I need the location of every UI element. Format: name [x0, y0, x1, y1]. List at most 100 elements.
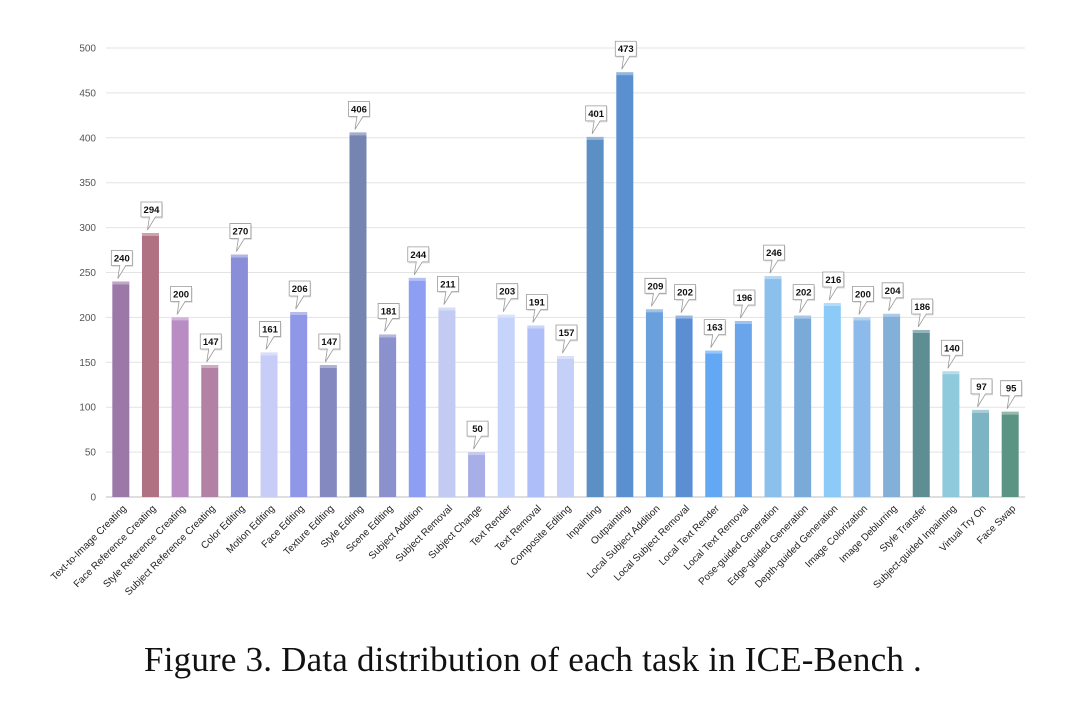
- value-callout: 157: [555, 324, 578, 354]
- callout-box: [911, 298, 934, 328]
- x-tick-label: Subject Change: [427, 503, 485, 561]
- value-label: 202: [796, 288, 812, 299]
- bar: [1001, 411, 1019, 497]
- callout-box: [763, 244, 785, 274]
- value-label: 196: [736, 293, 752, 304]
- value-callout: 270: [229, 223, 252, 252]
- bar-highlight: [645, 309, 663, 313]
- bar-highlight: [527, 325, 545, 329]
- value-callout: 240: [110, 250, 134, 279]
- bar: [734, 320, 752, 497]
- callout-box: [377, 303, 400, 332]
- bar: [260, 352, 278, 497]
- value-label: 216: [825, 275, 841, 286]
- value-callout: 50: [466, 420, 490, 450]
- value-callout: 191: [525, 294, 549, 323]
- value-label: 181: [381, 306, 398, 317]
- value-label: 204: [885, 286, 902, 297]
- bar: [379, 334, 397, 497]
- callout-box: [940, 339, 963, 369]
- figure-caption: Figure 3. Data distribution of each task…: [144, 640, 922, 679]
- y-tick-label: 300: [79, 223, 96, 234]
- bar-highlight: [675, 315, 693, 319]
- value-callout: 401: [585, 105, 608, 135]
- value-label: 50: [472, 424, 483, 435]
- value-label: 163: [707, 323, 723, 334]
- value-callout: 211: [437, 276, 460, 305]
- y-tick-label: 200: [79, 313, 96, 324]
- y-tick-label: 350: [79, 178, 96, 189]
- value-label: 161: [262, 324, 279, 335]
- bar: [883, 313, 901, 497]
- value-callout: 140: [940, 339, 964, 369]
- value-labels: 240 294 200 147 270 161 206 147 406 181 244 211 50 20…: [110, 40, 1023, 450]
- bar-highlight: [141, 232, 159, 236]
- bar: [290, 312, 308, 497]
- callout-box: [852, 286, 874, 315]
- callout-box: [822, 271, 845, 301]
- bar: [764, 276, 782, 497]
- value-label: 270: [232, 227, 248, 238]
- bar-highlight: [260, 352, 278, 356]
- bar: [112, 281, 130, 497]
- callout-box: [437, 276, 459, 305]
- value-label: 406: [351, 104, 367, 115]
- bar-highlight: [319, 364, 337, 368]
- y-tick-label: 0: [90, 493, 96, 504]
- value-callout: 200: [852, 286, 875, 315]
- y-tick-label: 150: [79, 358, 96, 369]
- value-label: 147: [321, 337, 337, 348]
- value-callout: 202: [792, 284, 816, 313]
- value-callout: 97: [970, 378, 994, 408]
- value-callout: 163: [703, 319, 727, 348]
- y-axis-tick-labels: 0 50 100 150 200 250 300 350 400 450 500: [79, 44, 96, 504]
- bar: [853, 317, 871, 497]
- callout-box: [199, 333, 222, 363]
- value-label: 200: [173, 289, 189, 300]
- value-label: 206: [292, 284, 308, 295]
- bar: [942, 371, 960, 497]
- callout-box: [288, 280, 311, 310]
- callout-box: [970, 378, 993, 408]
- bar-highlight: [112, 281, 130, 285]
- callout-box: [140, 201, 163, 231]
- value-label: 401: [588, 109, 605, 120]
- callout-box: [585, 105, 608, 135]
- value-label: 240: [114, 253, 130, 264]
- callout-box: [348, 101, 370, 130]
- bar-highlight: [883, 313, 901, 317]
- value-callout: 216: [822, 271, 845, 301]
- y-tick-label: 250: [79, 268, 96, 279]
- value-label: 97: [976, 382, 987, 393]
- value-callout: 294: [140, 201, 163, 231]
- bar-highlight: [557, 356, 574, 360]
- callout-box: [170, 286, 193, 315]
- callout-box: [644, 277, 667, 307]
- bar: [349, 132, 367, 498]
- bar-highlight: [497, 314, 515, 318]
- value-label: 209: [648, 281, 664, 292]
- bar: [675, 315, 693, 497]
- y-tick-label: 100: [79, 403, 96, 414]
- callout-box: [674, 284, 696, 313]
- bar-highlight: [616, 72, 634, 76]
- callout-box: [555, 324, 578, 354]
- bar: [438, 307, 456, 497]
- value-callout: 147: [318, 333, 341, 363]
- bar: [616, 72, 634, 497]
- value-label: 294: [144, 205, 161, 216]
- value-callout: 202: [674, 284, 697, 313]
- bar-highlight: [230, 254, 248, 258]
- bar: [645, 309, 663, 497]
- value-callout: 196: [733, 289, 756, 319]
- value-label: 244: [410, 250, 427, 261]
- callout-box: [466, 420, 489, 450]
- callout-box: [407, 246, 430, 276]
- callout-box: [1000, 380, 1023, 409]
- y-tick-label: 50: [85, 448, 97, 459]
- value-label: 147: [203, 337, 219, 348]
- y-tick-label: 450: [79, 88, 96, 99]
- bar-highlight: [290, 312, 308, 316]
- x-tick-label: Subject Addition: [367, 503, 425, 561]
